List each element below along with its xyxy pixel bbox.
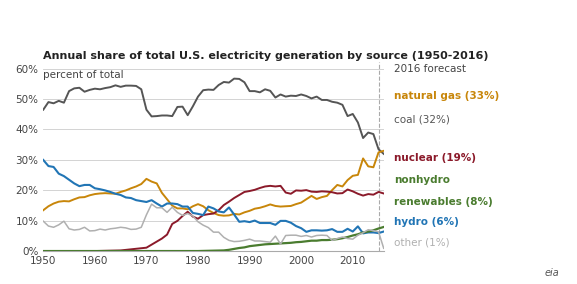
Text: coal (32%): coal (32%) xyxy=(394,114,450,124)
Text: natural gas (33%): natural gas (33%) xyxy=(394,91,499,101)
Text: percent of total: percent of total xyxy=(43,70,124,80)
Text: nonhydro: nonhydro xyxy=(394,175,450,185)
Text: eia: eia xyxy=(545,268,560,278)
Text: Annual share of total U.S. electricity generation by source (1950-2016): Annual share of total U.S. electricity g… xyxy=(43,51,489,61)
Text: nuclear (19%): nuclear (19%) xyxy=(394,153,476,163)
Text: 2016 forecast: 2016 forecast xyxy=(394,64,466,74)
Text: hydro (6%): hydro (6%) xyxy=(394,217,459,227)
Text: renewables (8%): renewables (8%) xyxy=(394,197,493,206)
Text: other (1%): other (1%) xyxy=(394,237,449,247)
